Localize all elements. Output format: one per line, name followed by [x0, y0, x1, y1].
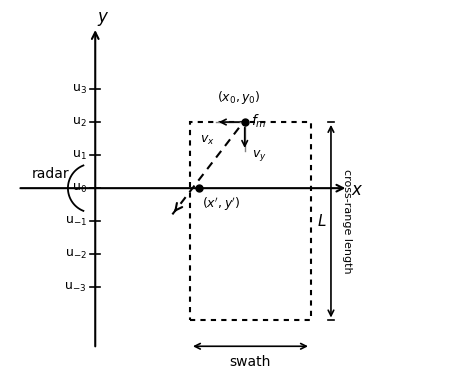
Text: $f_m$: $f_m$	[251, 113, 267, 130]
Text: u$_{-1}$: u$_{-1}$	[64, 215, 87, 228]
Text: y: y	[98, 8, 108, 26]
Text: swath: swath	[230, 355, 271, 369]
Bar	[190, 122, 311, 320]
Text: cross-range length: cross-range length	[342, 169, 352, 274]
Text: $v_y$: $v_y$	[252, 148, 266, 163]
Text: radar: radar	[32, 167, 70, 181]
Text: u$_3$: u$_3$	[72, 82, 87, 96]
Text: x: x	[351, 181, 361, 199]
Text: L: L	[317, 214, 326, 229]
Text: $v_x$: $v_x$	[200, 134, 215, 147]
Text: u$_2$: u$_2$	[72, 116, 87, 129]
Text: u$_{-3}$: u$_{-3}$	[64, 281, 87, 294]
Text: $(x',y')$: $(x',y')$	[201, 195, 240, 213]
Text: $(x_0,y_0)$: $(x_0,y_0)$	[217, 89, 261, 106]
Text: u$_{-2}$: u$_{-2}$	[64, 248, 87, 261]
Text: u$_0$: u$_0$	[72, 181, 87, 195]
Text: u$_1$: u$_1$	[72, 149, 87, 162]
